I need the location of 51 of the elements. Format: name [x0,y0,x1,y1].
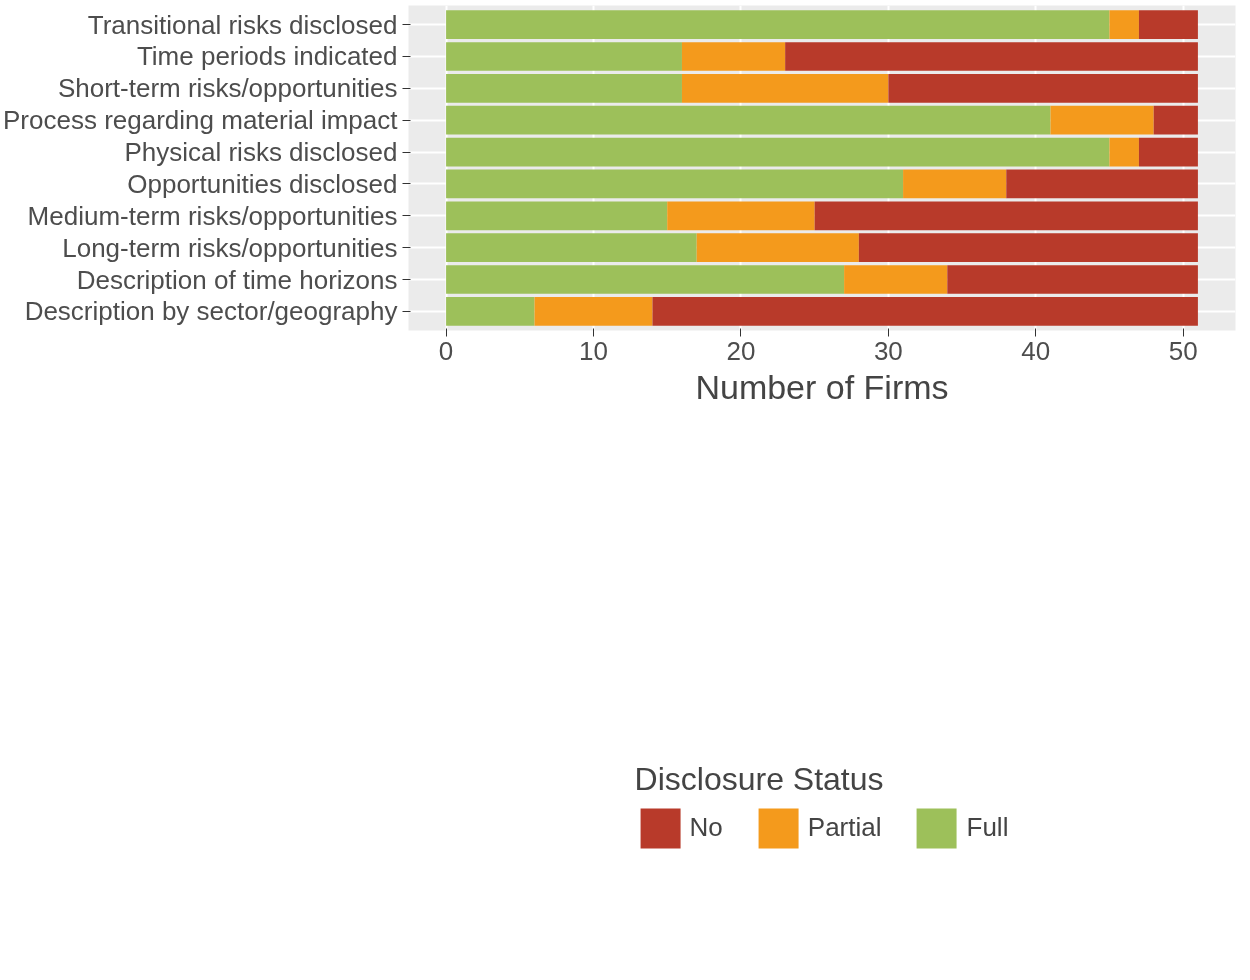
bar [947,265,1198,294]
bar [446,265,845,294]
x-tick-label: 20 [726,335,756,366]
bar [652,297,1198,326]
y-tick-label: Process regarding material impact [3,105,399,136]
bar [446,105,1051,135]
bar [667,201,815,231]
x-tick-label: 10 [579,335,608,366]
bar [814,201,1198,231]
x-tick-label: 30 [873,335,903,366]
legend-label: Partial [807,812,882,843]
y-tick-label: Short-term risks/opportunities [57,73,398,104]
bar [681,74,889,103]
bar [1006,169,1198,199]
y-tick-label: Medium-term risks/opportunities [27,200,398,231]
bar [681,42,786,71]
bar [446,10,1110,39]
bar [696,233,859,262]
x-tick-label: 0 [438,335,454,366]
bar [534,297,653,326]
bar [446,74,682,103]
bar [858,233,1198,262]
bar [446,297,535,326]
bar [1109,10,1139,39]
y-tick-label: Physical risks disclosed [124,137,398,168]
legend-label: No [689,812,723,843]
bar [446,137,1110,167]
bar [446,42,682,71]
bar [446,233,697,262]
legend-label: Full [966,812,1009,843]
bar [1138,10,1198,39]
y-tick-label: Transitional risks disclosed [87,9,398,40]
bar [446,169,904,199]
bar [1153,105,1198,135]
bar [903,169,1007,199]
y-tick-label: Opportunities disclosed [127,168,398,199]
bar [888,74,1198,103]
y-tick-label: Description of time horizons [76,264,398,295]
legend-title: Disclosure Status [634,760,885,798]
bar [785,42,1198,71]
y-tick-label: Long-term risks/opportunities [62,232,398,263]
bar [1050,105,1154,135]
bar [844,265,948,294]
x-axis-title: Number of Firms [695,367,949,406]
bar [1138,137,1198,167]
bar [1109,137,1139,167]
x-tick-label: 40 [1021,335,1051,366]
y-tick-label: Description by sector/geography [24,296,398,327]
x-tick-label: 50 [1168,335,1198,366]
bar [446,201,668,231]
y-tick-label: Time periods indicated [136,41,398,72]
